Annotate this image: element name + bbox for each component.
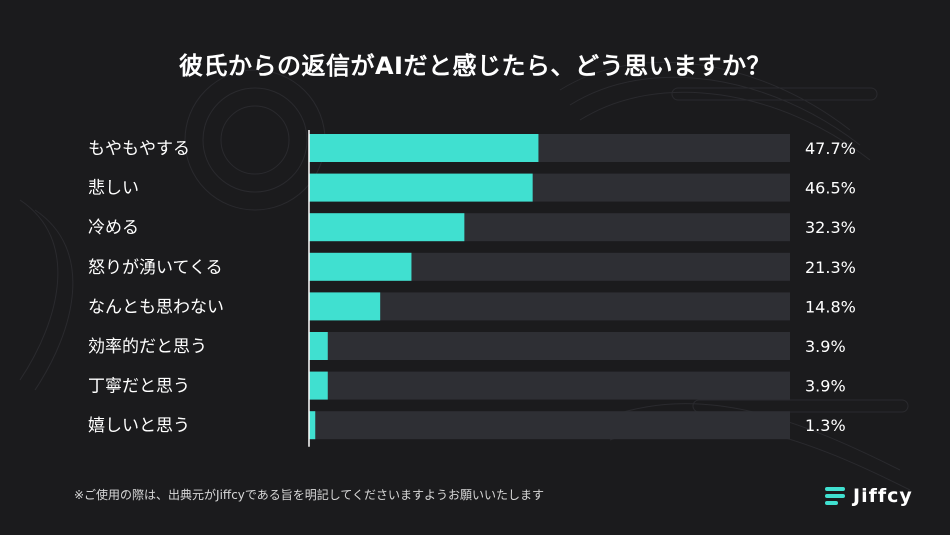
bar xyxy=(309,213,465,242)
bar xyxy=(309,332,328,360)
value-label: 3.9% xyxy=(805,377,846,396)
category-label: 悲しい xyxy=(88,179,139,199)
bar xyxy=(309,173,533,202)
bar-track xyxy=(309,332,790,360)
bar xyxy=(309,134,539,162)
category-label: 嬉しいと思う xyxy=(88,416,190,436)
value-label: 47.7% xyxy=(805,139,856,158)
source-footnote: ※ご使用の際は、出典元がJiffcyである旨を明記してくださいますようお願いいた… xyxy=(74,488,545,502)
bar-track xyxy=(309,292,790,321)
chart-title: 彼氏からの返信がAIだと感じたら、どう思いますか？ xyxy=(178,52,771,80)
bar xyxy=(309,411,316,440)
value-label: 32.3% xyxy=(805,218,856,237)
category-label: 効率的だと思う xyxy=(88,337,207,357)
value-label: 14.8% xyxy=(805,297,856,316)
value-label: 1.3% xyxy=(805,416,846,435)
category-label: もやもやする xyxy=(88,139,190,159)
value-label: 3.9% xyxy=(805,337,846,356)
bar xyxy=(309,252,412,281)
category-label: 冷める xyxy=(88,218,139,238)
bar xyxy=(309,371,328,400)
value-label: 21.3% xyxy=(805,258,856,277)
category-label: 怒りが湧いてくる xyxy=(88,258,223,278)
category-label: なんとも思わない xyxy=(88,297,224,317)
jiffcy-logo-icon xyxy=(825,487,845,505)
bar-track xyxy=(309,411,790,440)
brand-logo: Jiffcy xyxy=(823,482,913,510)
category-label: 丁寧だと思う xyxy=(88,377,190,397)
brand-name: Jiffcy xyxy=(853,485,913,507)
bar-track xyxy=(309,371,790,400)
bar xyxy=(309,292,381,321)
value-label: 46.5% xyxy=(805,179,856,198)
